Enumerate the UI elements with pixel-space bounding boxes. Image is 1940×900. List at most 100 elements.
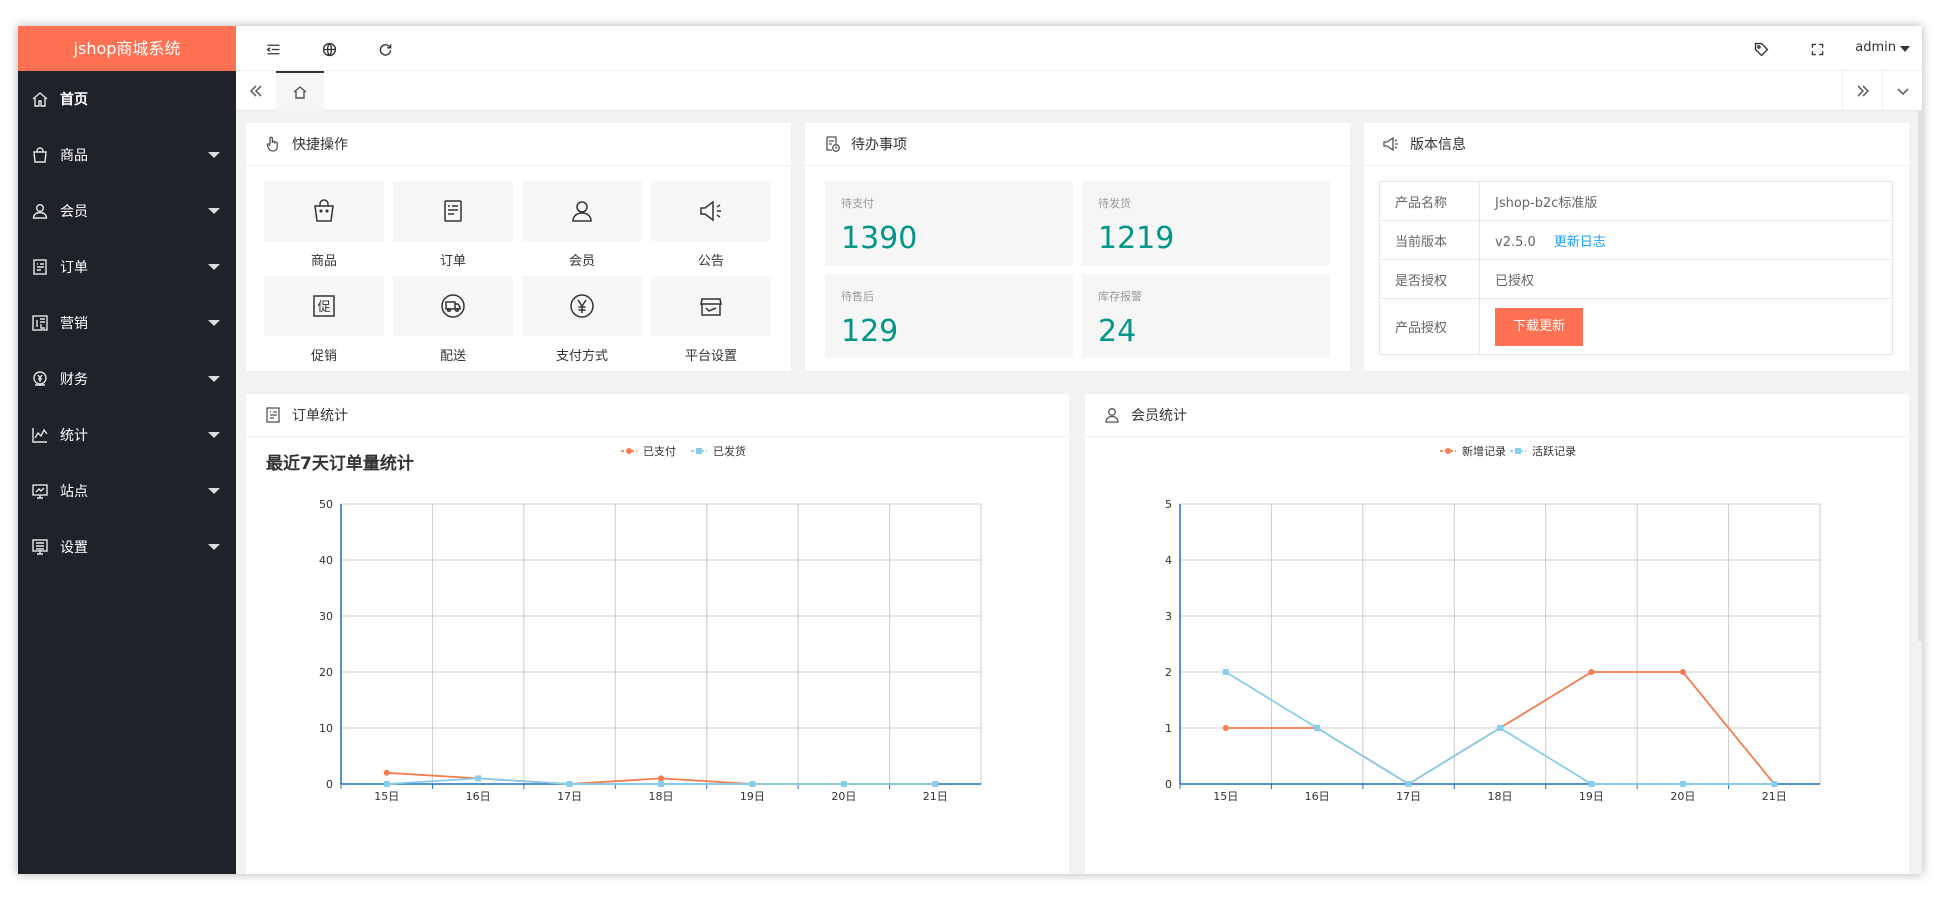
sidebar-item-1[interactable]: 商品	[18, 127, 236, 183]
quick-promotion[interactable]: 促 促销	[264, 276, 384, 371]
quick-platform-settings[interactable]: 平台设置	[651, 276, 771, 371]
sidebar-menu: 首页 商品 会员订单营销 财务统计站点设置	[18, 71, 236, 575]
user-icon	[1105, 408, 1119, 423]
globe-icon[interactable]	[318, 38, 340, 60]
chevron-down-icon	[208, 432, 220, 438]
sidebar-item-6[interactable]: 统计	[18, 407, 236, 463]
svg-text:促: 促	[317, 300, 330, 315]
version-card: 版本信息 产品名称 Jshop-b2c标准版 当前版本 v2.5.0 更新日志 是…	[1364, 123, 1909, 371]
order-icon	[30, 257, 50, 277]
promo-icon	[30, 313, 50, 333]
sidebar-item-4[interactable]: 营销	[18, 295, 236, 351]
table-row: 当前版本 v2.5.0 更新日志	[1379, 220, 1893, 260]
sidebar: jshop商城系统 首页 商品 会员订单营销 财务统计站点设置	[18, 26, 236, 874]
quick-orders[interactable]: 订单	[393, 181, 513, 276]
data-point	[658, 781, 664, 787]
sidebar-item-2[interactable]: 会员	[18, 183, 236, 239]
todo-stock-alert[interactable]: 库存报警 24	[1082, 274, 1330, 358]
x-tick-label: 21日	[1762, 790, 1787, 803]
page-scrollbar[interactable]	[1918, 111, 1922, 641]
megaphone-icon	[1383, 136, 1398, 152]
stats-icon	[30, 425, 50, 445]
orders-line-chart: 0 10 20 30 40 50 15日 16日 17日 18日 19日 20日 21日 已支付 已发货	[319, 444, 982, 803]
card-title: 版本信息	[1410, 137, 1466, 153]
y-tick-label: 2	[1165, 666, 1172, 679]
x-tick-label: 16日	[466, 790, 491, 803]
quick-payment[interactable]: 支付方式	[522, 276, 642, 371]
chevron-down-icon	[208, 152, 220, 158]
store-icon	[700, 298, 722, 316]
y-tick-label: 0	[1165, 778, 1172, 791]
tab-options-icon[interactable]	[1882, 71, 1922, 111]
tab-scroll-left-icon[interactable]	[236, 71, 276, 111]
tag-icon[interactable]	[1750, 38, 1772, 60]
site-icon	[30, 481, 50, 501]
sidebar-item-5[interactable]: 财务	[18, 351, 236, 407]
card-title: 会员统计	[1131, 408, 1187, 424]
quick-actions-card: 快捷操作 商品 订单 会员 公告 促 促销	[246, 123, 791, 371]
data-point	[1314, 725, 1321, 731]
y-tick-label: 10	[319, 722, 333, 735]
todo-card: 待办事项 待支付 1390 待发货 1219 待售后 129 库存报警 24	[805, 123, 1350, 371]
x-tick-label: 16日	[1305, 790, 1330, 803]
table-row: 产品名称 Jshop-b2c标准版	[1379, 181, 1893, 221]
top-bar: admin	[236, 26, 1922, 71]
quick-goods[interactable]: 商品	[264, 181, 384, 276]
x-tick-label: 18日	[1488, 790, 1513, 803]
x-tick-label: 19日	[740, 790, 765, 803]
sidebar-item-label: 站点	[60, 484, 88, 500]
sidebar-item-label: 订单	[60, 260, 88, 276]
data-point	[840, 781, 847, 787]
todo-after-sales[interactable]: 待售后 129	[825, 274, 1073, 358]
todo-pending-payment[interactable]: 待支付 1390	[825, 181, 1073, 265]
x-tick-label: 18日	[649, 790, 674, 803]
sidebar-item-label: 统计	[60, 428, 88, 444]
data-point	[1771, 781, 1778, 787]
license-status: 已授权	[1479, 259, 1893, 299]
quick-members[interactable]: 会员	[522, 181, 642, 276]
y-tick-label: 30	[319, 610, 333, 623]
user-icon	[572, 201, 592, 222]
y-tick-label: 50	[319, 498, 333, 511]
chevron-down-icon	[208, 544, 220, 550]
truck-icon	[441, 294, 465, 318]
sidebar-item-0[interactable]: 首页	[18, 71, 236, 127]
menu-toggle-icon[interactable]	[262, 38, 284, 60]
data-point	[1222, 669, 1229, 675]
data-point	[1679, 781, 1686, 787]
y-tick-label: 4	[1165, 554, 1172, 567]
refresh-icon[interactable]	[374, 38, 396, 60]
megaphone-icon	[700, 200, 721, 222]
app-window: jshop商城系统 首页 商品 会员 订单 营销 财务 统计 站点 设置 admin	[18, 26, 1922, 874]
chevron-down-icon	[208, 264, 220, 270]
table-row: 是否授权 已授权	[1379, 259, 1893, 299]
user-menu[interactable]: admin	[1855, 40, 1896, 55]
order-stats-card: 订单统计 最近7天订单量统计 0 10 20 30 40 50 15日 16日 17日 18日 19…	[246, 394, 1069, 874]
legend-marker	[696, 448, 702, 454]
user-icon	[30, 201, 50, 221]
sidebar-item-3[interactable]: 订单	[18, 239, 236, 295]
data-point	[658, 775, 664, 782]
data-point	[1679, 669, 1686, 675]
card-title: 快捷操作	[292, 137, 348, 153]
data-point	[749, 781, 756, 787]
changelog-link[interactable]: 更新日志	[1553, 234, 1606, 250]
tab-scroll-right-icon[interactable]	[1842, 71, 1882, 111]
sidebar-item-8[interactable]: 设置	[18, 519, 236, 575]
fullscreen-icon[interactable]	[1806, 38, 1828, 60]
home-icon	[30, 89, 50, 109]
quick-delivery[interactable]: 配送	[393, 276, 513, 371]
tab-home[interactable]	[276, 71, 324, 111]
sidebar-item-7[interactable]: 站点	[18, 463, 236, 519]
quick-announcement[interactable]: 公告	[651, 181, 771, 276]
legend-label: 已支付	[643, 445, 676, 458]
x-tick-label: 17日	[1396, 790, 1421, 803]
legend-marker	[626, 448, 632, 454]
download-update-button[interactable]: 下载更新	[1495, 307, 1584, 346]
legend-label: 新增记录	[1462, 444, 1506, 458]
todo-pending-shipment[interactable]: 待发货 1219	[1082, 181, 1330, 265]
data-point	[1588, 781, 1595, 787]
finance-icon	[30, 369, 50, 389]
user-menu-caret-icon[interactable]	[1900, 46, 1910, 52]
app-logo[interactable]: jshop商城系统	[18, 26, 236, 71]
